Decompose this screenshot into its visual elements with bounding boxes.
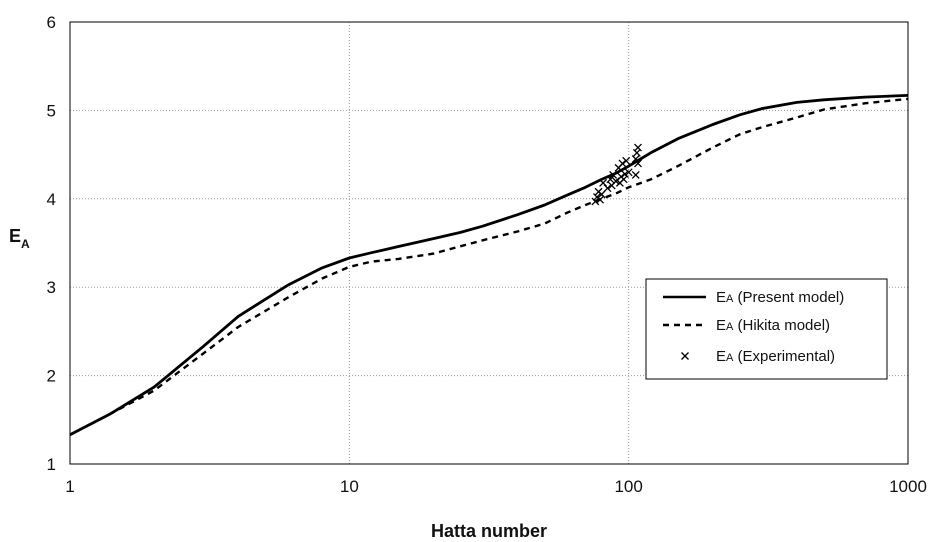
legend: EA (Present model) EA (Hikita model) EA … (645, 278, 888, 380)
experimental-point-stroke (603, 184, 612, 193)
x-tick-label: 100 (614, 477, 642, 496)
experimental-point (606, 175, 615, 184)
y-axis-title-main: E (9, 226, 21, 246)
experimental-point-stroke (619, 175, 628, 184)
experimental-point (631, 155, 640, 163)
experimental-point-stroke (622, 156, 631, 165)
experimental-point-stroke (624, 168, 633, 177)
legend-label-hikita-model: EA (Hikita model) (716, 317, 830, 334)
experimental-point-stroke (631, 170, 640, 179)
legend-label-experimental: EA (Experimental) (716, 348, 835, 365)
experimental-point (591, 197, 600, 206)
experimental-point (624, 168, 633, 177)
experimental-point (634, 143, 642, 152)
y-tick-label: 2 (47, 367, 56, 386)
y-axis-title: EA (9, 226, 30, 251)
experimental-point (597, 190, 606, 199)
legend-x-stroke (681, 352, 689, 360)
experimental-point-stroke (599, 178, 608, 187)
experimental-point-stroke (597, 190, 606, 199)
experimental-point-stroke (634, 143, 642, 152)
experimental-point (631, 170, 640, 179)
experimental-points (591, 143, 642, 206)
experimental-point-stroke (596, 195, 605, 204)
legend-box (645, 278, 888, 380)
y-axis-title-sub: A (21, 237, 30, 251)
experimental-point-stroke (632, 148, 641, 157)
x-tick-labels: 1 10 100 1000 (65, 477, 927, 496)
x-tick-label: 1 (65, 477, 74, 496)
series-line-hikita-model (69, 97, 909, 436)
y-tick-labels: 1 2 3 4 5 6 (47, 13, 56, 474)
experimental-point (618, 159, 627, 168)
experimental-point (609, 170, 618, 179)
x-axis-title: Hatta number (431, 521, 547, 541)
y-tick-label: 4 (47, 190, 56, 209)
x-tick-label: 1000 (889, 477, 927, 496)
x-tick-label: 10 (340, 477, 359, 496)
y-tick-label: 1 (47, 455, 56, 474)
experimental-point-stroke (609, 170, 618, 179)
series-lines (69, 94, 909, 437)
experimental-point (622, 156, 631, 165)
experimental-point-stroke (618, 159, 627, 168)
y-tick-label: 6 (47, 13, 56, 32)
experimental-point (603, 184, 612, 193)
series-line-present-model (69, 94, 909, 437)
legend-swatch-experimental (681, 352, 689, 360)
experimental-point (634, 159, 642, 168)
legend-label-present-model: EA (Present model) (716, 289, 844, 306)
experimental-point-stroke (591, 197, 600, 206)
y-tick-label: 5 (47, 101, 56, 120)
experimental-point-stroke (634, 159, 642, 168)
plot-frame (69, 21, 909, 465)
y-tick-label: 3 (47, 278, 56, 297)
experimental-point-stroke (606, 175, 615, 184)
grid (70, 22, 908, 464)
experimental-point-stroke (631, 155, 640, 163)
